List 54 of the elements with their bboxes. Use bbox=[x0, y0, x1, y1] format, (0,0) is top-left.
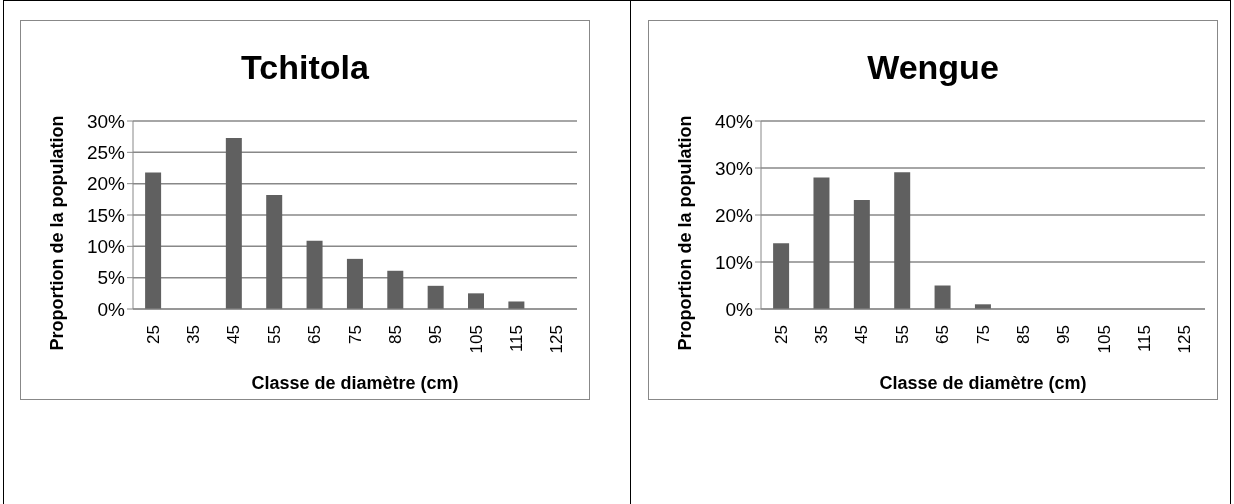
y-tick-label: 40% bbox=[714, 110, 754, 132]
y-tick-label: 0% bbox=[725, 298, 754, 320]
x-tick-label: 125 bbox=[1175, 325, 1195, 354]
bar bbox=[773, 243, 790, 309]
x-tick-label: 115 bbox=[506, 325, 526, 353]
x-tick-label: 35 bbox=[184, 325, 204, 344]
chart-title: Wengue bbox=[867, 47, 999, 86]
x-tick-label: 45 bbox=[224, 325, 244, 344]
bar bbox=[225, 137, 242, 309]
x-tick-label: 55 bbox=[892, 325, 912, 344]
bar bbox=[853, 199, 870, 309]
bar bbox=[468, 293, 485, 309]
y-tick-label: 15% bbox=[86, 204, 126, 226]
y-tick-label: 10% bbox=[714, 251, 754, 273]
bar bbox=[813, 177, 830, 309]
x-tick-label: 115 bbox=[1134, 325, 1154, 353]
x-tick-label: 35 bbox=[812, 325, 832, 344]
bar bbox=[508, 301, 525, 309]
x-tick-label: 95 bbox=[426, 325, 446, 344]
y-tick-label: 10% bbox=[86, 236, 126, 258]
x-tick-label: 65 bbox=[305, 325, 325, 344]
y-tick-label: 0% bbox=[97, 298, 126, 320]
y-tick-label: 30% bbox=[86, 110, 126, 132]
y-axis-title: Proportion de la population bbox=[46, 115, 68, 351]
x-tick-label: 75 bbox=[973, 325, 993, 344]
y-tick-label: 25% bbox=[86, 142, 126, 164]
y-tick-label: 5% bbox=[97, 267, 126, 289]
y-tick-label: 30% bbox=[714, 157, 754, 179]
x-tick-label: 105 bbox=[466, 325, 486, 354]
bar bbox=[145, 172, 162, 309]
bar bbox=[346, 258, 363, 309]
x-tick-label: 85 bbox=[1013, 325, 1033, 344]
y-axis-title: Proportion de la population bbox=[674, 115, 696, 351]
bar bbox=[427, 285, 444, 309]
x-tick-label: 25 bbox=[143, 325, 163, 344]
x-tick-label: 65 bbox=[933, 325, 953, 344]
x-tick-label: 25 bbox=[771, 325, 791, 344]
x-tick-label: 125 bbox=[547, 325, 567, 354]
bar bbox=[387, 270, 404, 309]
bar bbox=[306, 240, 323, 309]
y-tick-label: 20% bbox=[86, 173, 126, 195]
x-tick-label: 95 bbox=[1054, 325, 1074, 344]
x-tick-label: 105 bbox=[1094, 325, 1114, 354]
x-tick-label: 85 bbox=[385, 325, 405, 344]
bar bbox=[266, 194, 283, 309]
bar bbox=[894, 172, 911, 309]
bar bbox=[934, 285, 951, 309]
y-tick-label: 20% bbox=[714, 204, 754, 226]
x-axis-title: Classe de diamètre (cm) bbox=[251, 373, 459, 393]
x-axis-title: Classe de diamètre (cm) bbox=[879, 373, 1087, 393]
chart-title: Tchitola bbox=[241, 47, 369, 86]
x-tick-label: 55 bbox=[264, 325, 284, 344]
x-tick-label: 45 bbox=[852, 325, 872, 344]
x-tick-label: 75 bbox=[345, 325, 365, 344]
